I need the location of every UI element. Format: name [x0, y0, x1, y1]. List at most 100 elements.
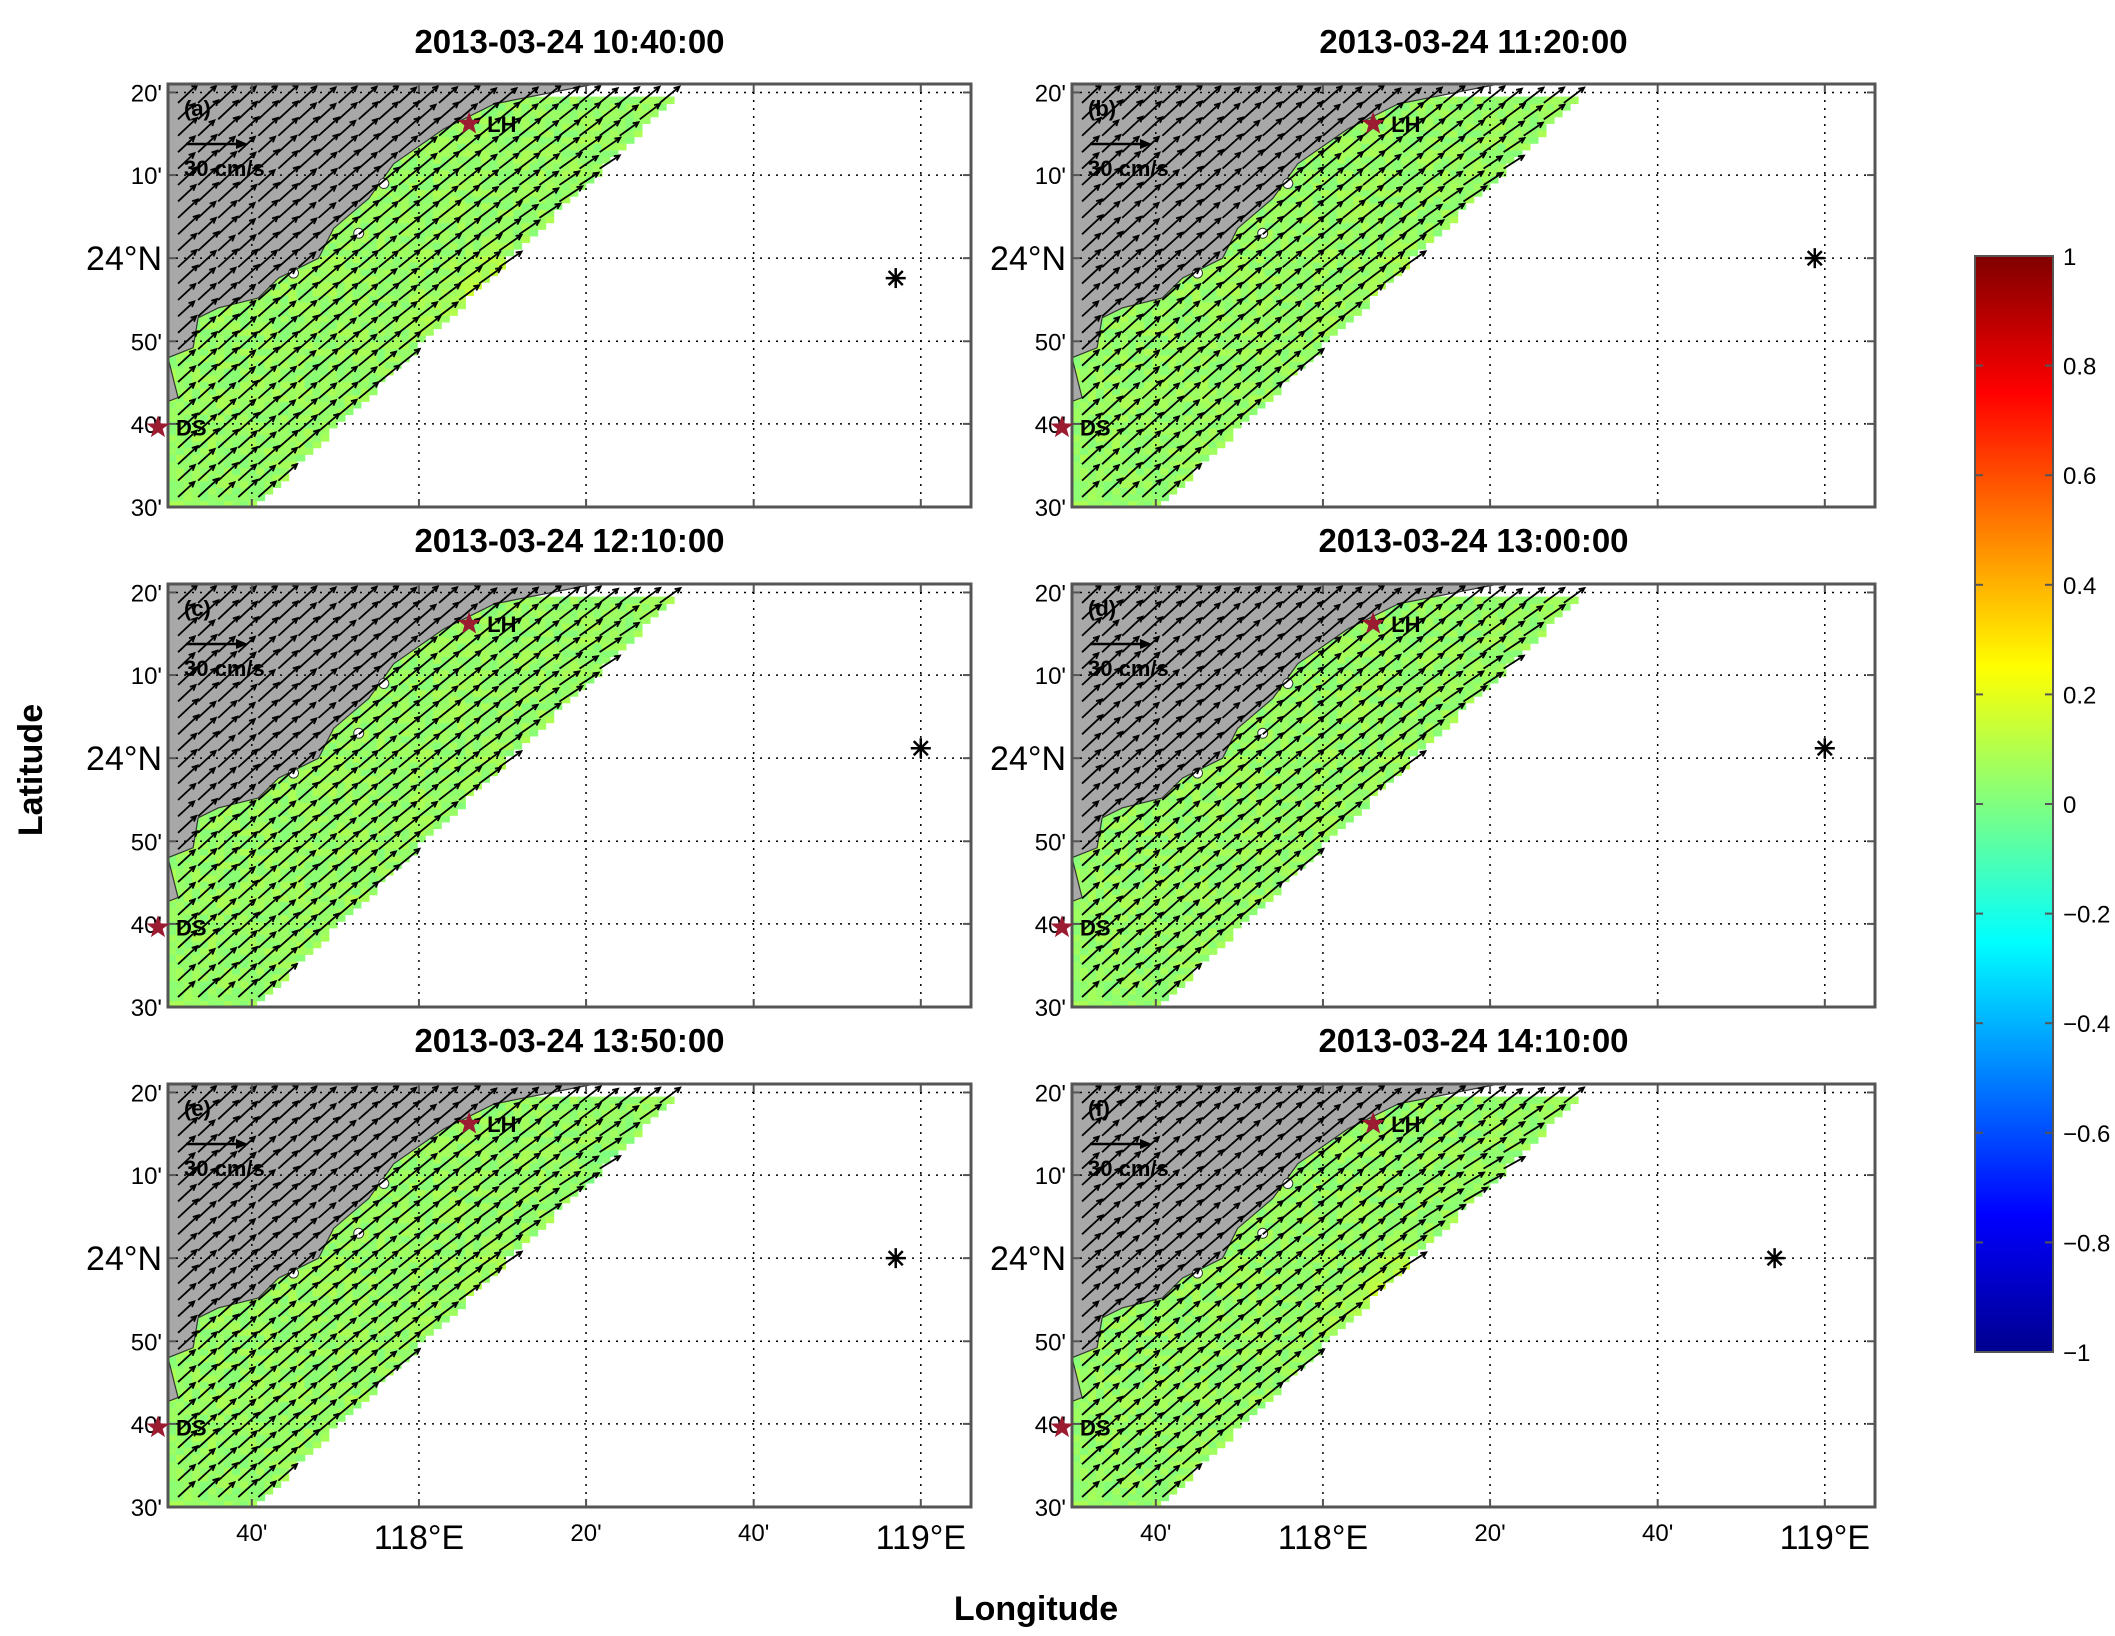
- field-cell: [384, 295, 394, 303]
- field-cell: [1160, 427, 1170, 435]
- field-cell: [304, 288, 314, 297]
- field-cell: [1112, 434, 1121, 442]
- field-cell: [288, 454, 298, 462]
- field-cell: [1128, 308, 1138, 316]
- vector-shaft: [518, 86, 539, 104]
- field-cell: [1320, 209, 1330, 217]
- field-cell: [1345, 295, 1354, 303]
- vector-shaft: [297, 429, 320, 449]
- field-cell: [328, 308, 338, 316]
- field-cell: [1216, 387, 1226, 396]
- vector-head: [269, 415, 277, 423]
- vector-shaft: [478, 186, 499, 203]
- field-cell: [441, 136, 450, 144]
- field-cell: [216, 308, 226, 316]
- field-cell: [1280, 242, 1290, 250]
- vector-shaft: [237, 85, 257, 104]
- field-cell: [1361, 281, 1370, 290]
- vector-shaft: [498, 152, 520, 170]
- vector-head: [312, 115, 321, 124]
- field-cell: [1136, 434, 1146, 442]
- field-cell: [465, 202, 474, 210]
- field-cell: [1232, 315, 1242, 323]
- field-cell: [1120, 328, 1130, 336]
- field-cell: [465, 149, 474, 158]
- field-cell: [240, 354, 250, 363]
- field-cell: [1184, 368, 1194, 376]
- field-cell: [1200, 354, 1210, 363]
- vector-shaft: [257, 117, 279, 137]
- field-cell: [521, 149, 531, 158]
- field-cell: [1176, 315, 1186, 323]
- field-cell: [1080, 493, 1089, 502]
- vector-shaft: [398, 117, 420, 137]
- field-cell: [497, 215, 507, 224]
- field-cell: [1160, 368, 1170, 376]
- field-cell: [192, 348, 201, 356]
- field-cell: [344, 394, 354, 402]
- field-cell: [537, 116, 547, 124]
- field-cell: [1288, 242, 1298, 250]
- field-cell: [1336, 156, 1346, 164]
- vector-shaft: [458, 234, 481, 252]
- field-cell: [1144, 434, 1154, 442]
- field-cell: [1208, 301, 1218, 310]
- field-cell: [1361, 222, 1370, 230]
- field-cell: [1160, 308, 1170, 316]
- vector-shaft: [237, 316, 257, 334]
- field-cell: [1232, 288, 1242, 297]
- field-cell: [192, 420, 201, 429]
- field-cell: [577, 116, 587, 124]
- field-cell: [1160, 454, 1170, 462]
- field-cell: [1184, 407, 1194, 416]
- field-cell: [368, 361, 378, 369]
- field-cell: [505, 116, 515, 124]
- field-cell: [1345, 262, 1354, 270]
- field-cell: [1312, 149, 1322, 158]
- field-cell: [392, 262, 402, 270]
- field-cell: [1312, 229, 1322, 237]
- field-cell: [240, 368, 250, 376]
- field-cell: [280, 401, 290, 409]
- field-cell: [1312, 209, 1322, 217]
- vector-head: [231, 330, 240, 338]
- field-cell: [1345, 202, 1354, 210]
- field-cell: [1240, 401, 1250, 409]
- field-cell: [1296, 255, 1306, 263]
- vector-shaft: [177, 264, 199, 285]
- field-cell: [529, 123, 539, 131]
- field-cell: [1200, 434, 1210, 442]
- field-cell: [296, 427, 306, 435]
- field-cell: [1353, 255, 1362, 263]
- vector-head: [330, 167, 339, 175]
- field-cell: [473, 275, 482, 283]
- vector-head: [188, 300, 196, 308]
- field-cell: [1208, 281, 1218, 290]
- field-cell: [1216, 401, 1226, 409]
- field-cell: [641, 116, 651, 124]
- field-cell: [1112, 420, 1121, 429]
- field-cell: [224, 473, 234, 482]
- field-cell: [168, 434, 177, 442]
- vector-head: [191, 444, 200, 453]
- vector-head: [269, 382, 277, 390]
- field-cell: [1328, 262, 1338, 270]
- field-cell: [1232, 295, 1242, 303]
- field-cell: [1080, 381, 1089, 389]
- field-cell: [168, 401, 177, 409]
- vector-head: [352, 347, 360, 355]
- field-cell: [200, 361, 209, 369]
- field-cell: [465, 142, 474, 151]
- field-cell: [224, 354, 234, 363]
- field-cell: [545, 169, 555, 177]
- field-cell: [1353, 156, 1362, 164]
- vector-head: [473, 233, 482, 241]
- field-cell: [296, 420, 306, 429]
- vector-shaft: [277, 135, 297, 153]
- field-cell: [497, 255, 507, 263]
- field-cell: [1304, 301, 1314, 310]
- field-cell: [585, 116, 595, 124]
- field-cell: [1176, 288, 1186, 297]
- vector-shaft: [338, 234, 357, 252]
- field-cell: [1361, 209, 1370, 217]
